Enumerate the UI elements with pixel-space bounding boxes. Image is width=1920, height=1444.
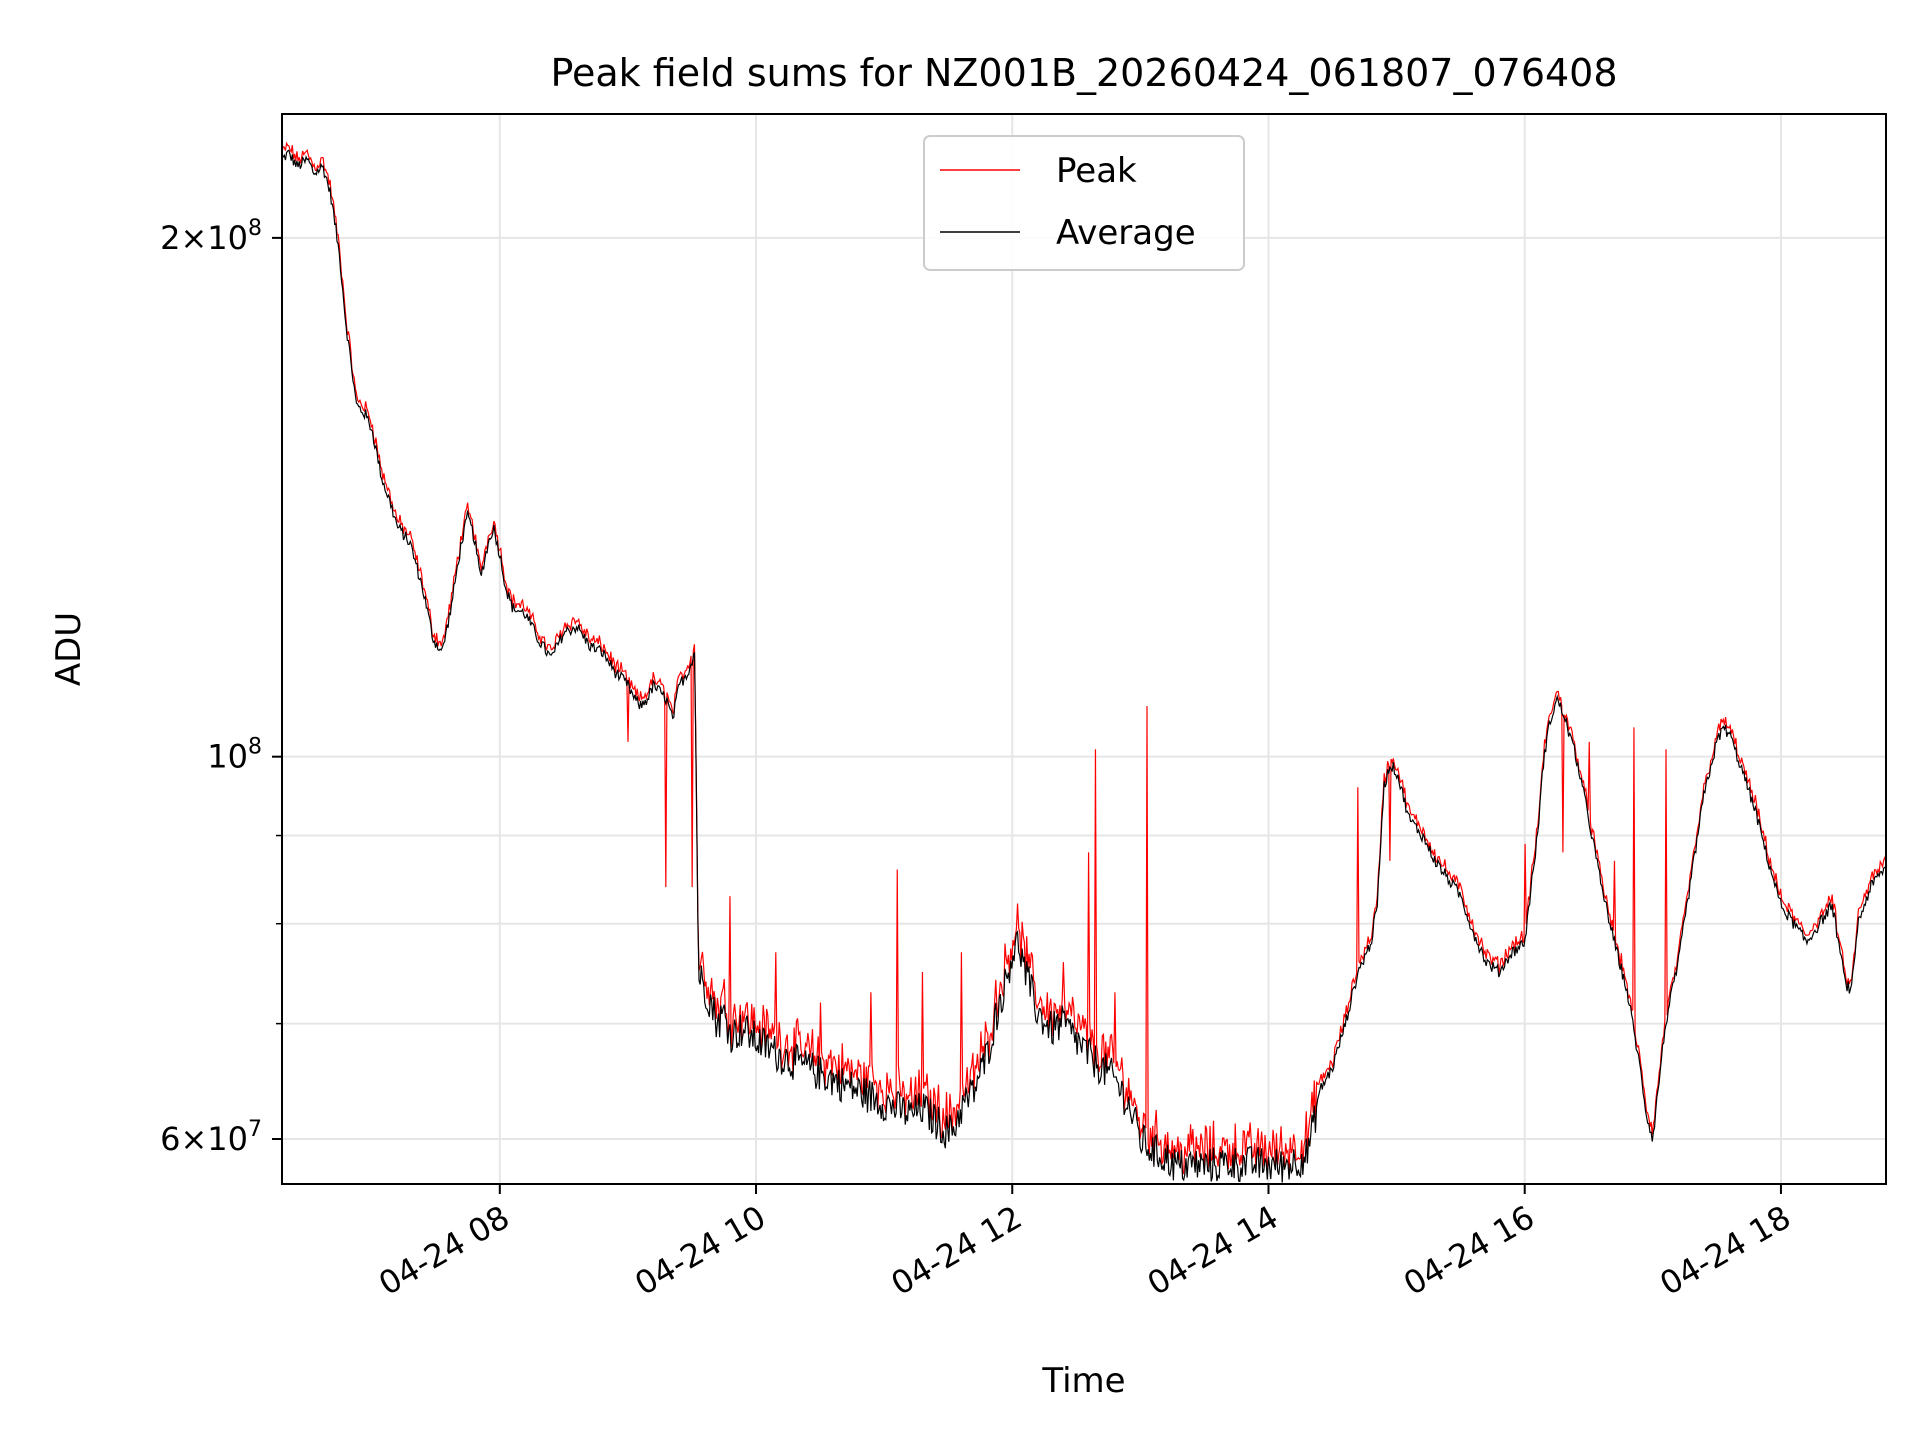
plot-area-background bbox=[282, 114, 1886, 1184]
x-axis-label: Time bbox=[1041, 1361, 1125, 1401]
y-tick-label: 108 bbox=[207, 735, 262, 776]
series-layer bbox=[281, 141, 1887, 1183]
legend-label-average: Average bbox=[1056, 213, 1196, 253]
y-tick-label: 6×107 bbox=[160, 1117, 262, 1158]
average-series-line bbox=[281, 149, 1887, 1183]
legend-label-peak: Peak bbox=[1056, 151, 1137, 191]
chart-title: Peak field sums for NZ001B_20260424_0618… bbox=[550, 51, 1617, 95]
y-axis-ticks: 2×108 108 6×107 bbox=[160, 216, 282, 1158]
plot-frame bbox=[281, 113, 1887, 1185]
y-tick-label: 2×108 bbox=[160, 216, 262, 257]
y-axis-label: ADU bbox=[49, 612, 89, 686]
legend: Peak Average bbox=[923, 135, 1245, 271]
peak-series-line bbox=[281, 141, 1887, 1176]
